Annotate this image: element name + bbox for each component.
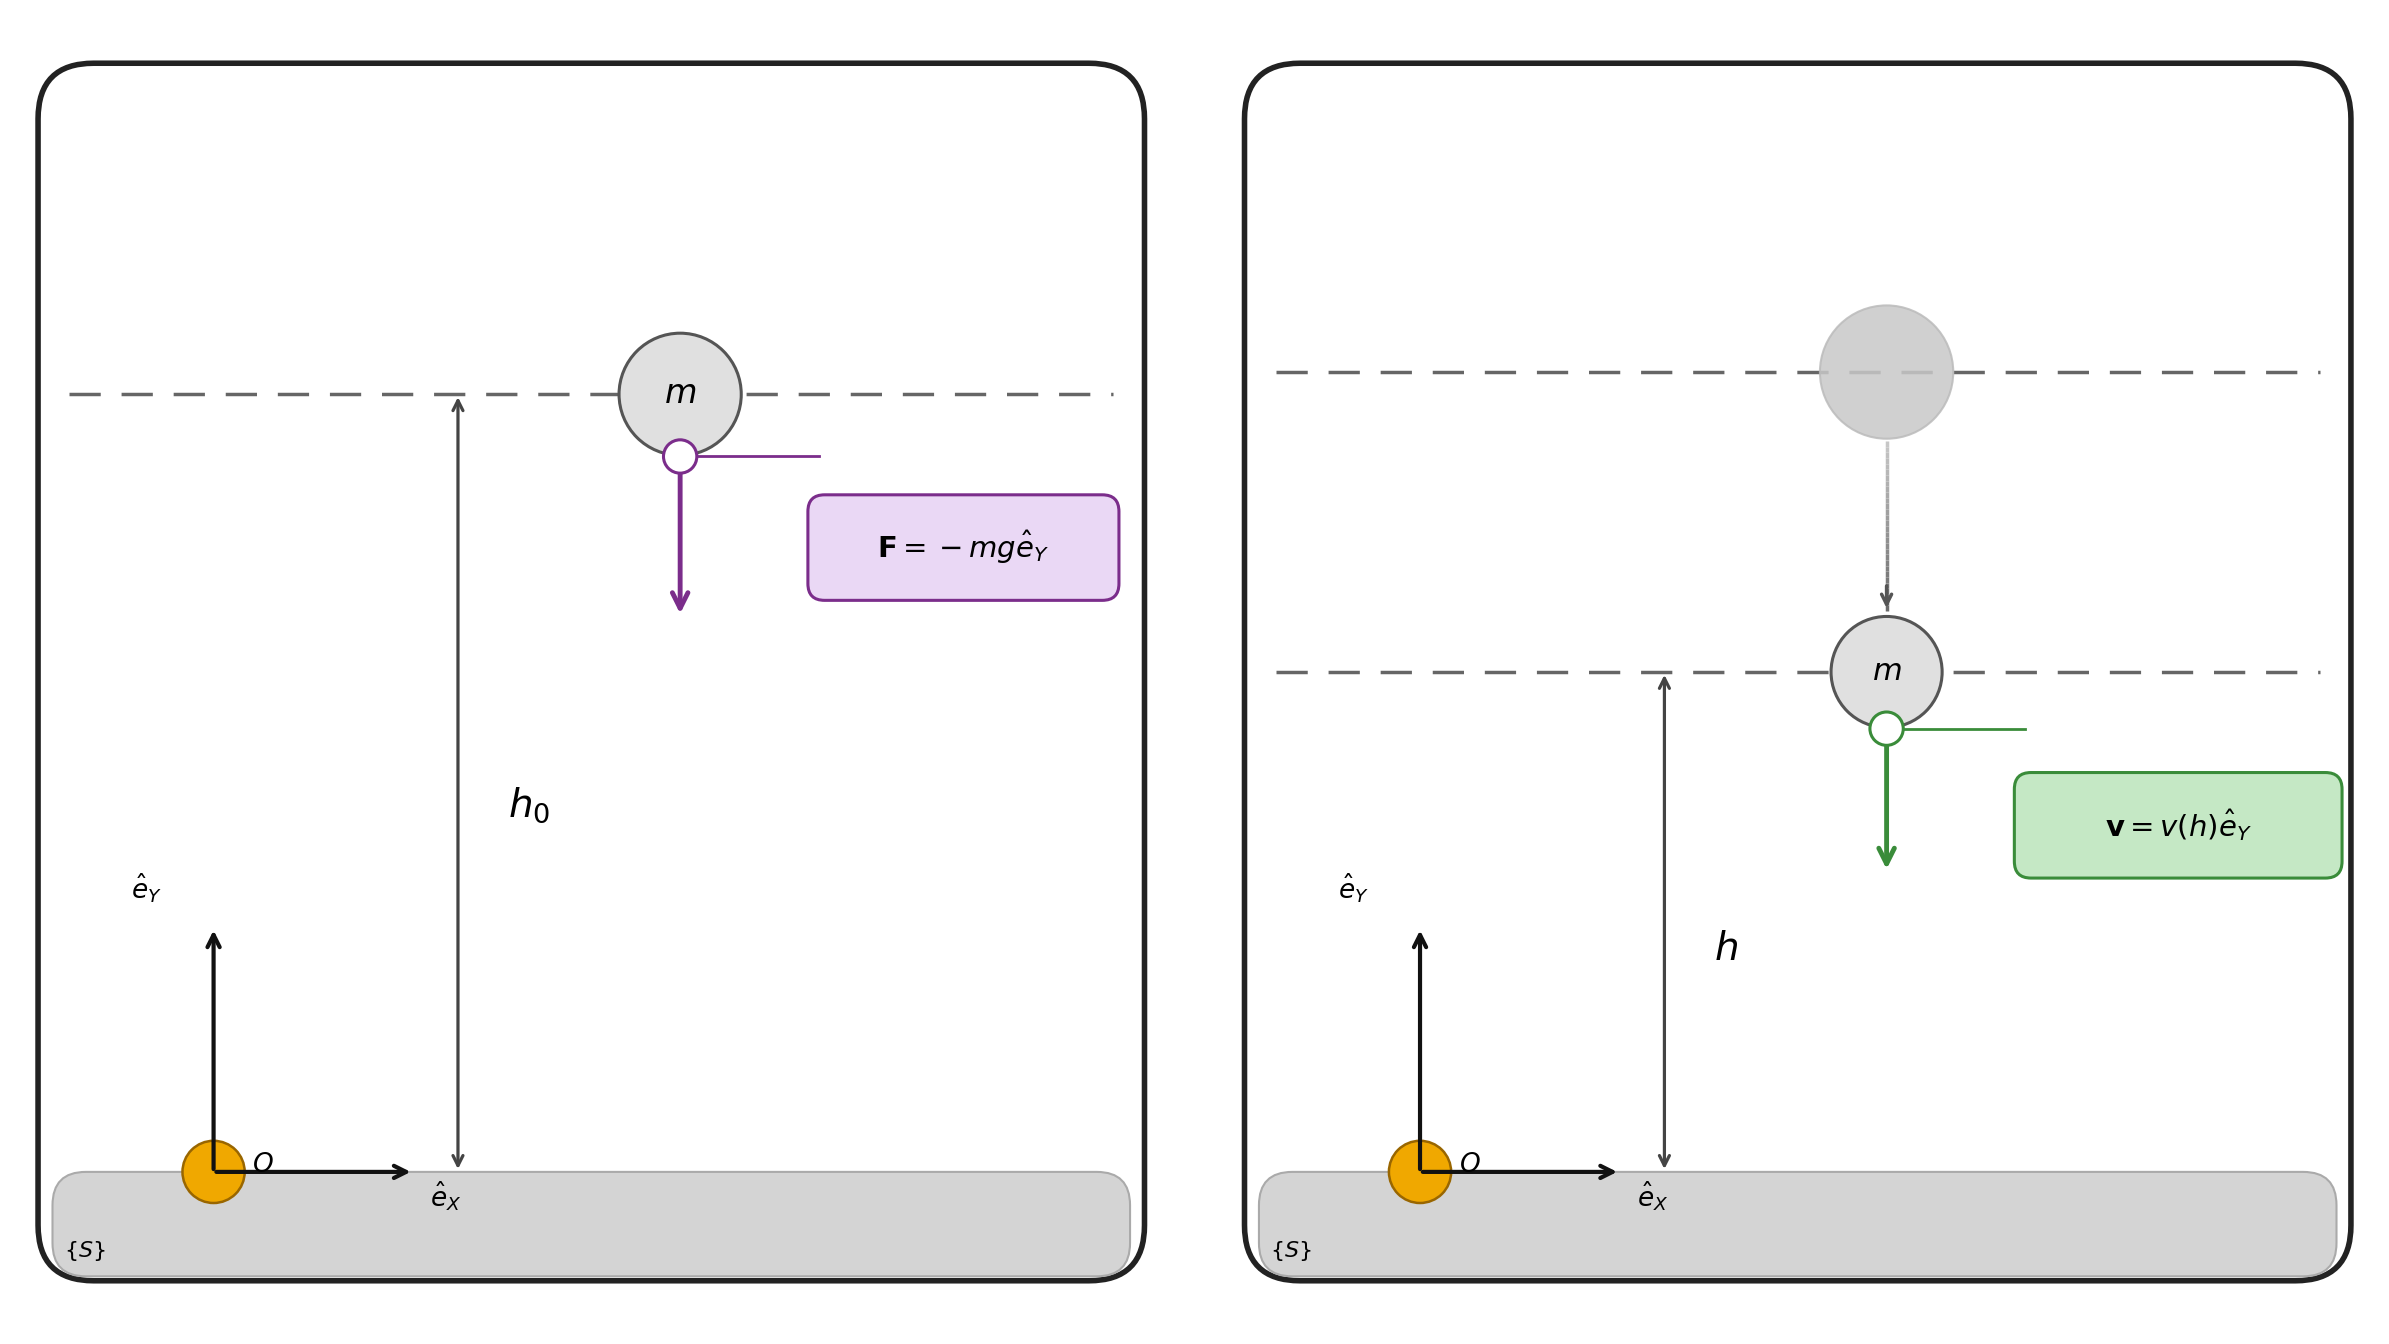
Text: $\hat{e}_Y$: $\hat{e}_Y$ xyxy=(1338,871,1369,906)
Text: $\{S\}$: $\{S\}$ xyxy=(1271,1239,1312,1263)
FancyBboxPatch shape xyxy=(38,63,1144,1281)
Text: $\hat{e}_X$: $\hat{e}_X$ xyxy=(1636,1180,1668,1214)
Text: $\mathbf{v} = v(h)\hat{e}_Y$: $\mathbf{v} = v(h)\hat{e}_Y$ xyxy=(2105,808,2253,843)
Circle shape xyxy=(1830,617,1942,727)
FancyBboxPatch shape xyxy=(807,495,1118,601)
Circle shape xyxy=(182,1141,244,1203)
FancyBboxPatch shape xyxy=(1259,1172,2336,1277)
Text: $\hat{e}_Y$: $\hat{e}_Y$ xyxy=(131,871,162,906)
Text: $\hat{e}_X$: $\hat{e}_X$ xyxy=(430,1180,461,1214)
FancyBboxPatch shape xyxy=(2014,773,2341,878)
Text: $O$: $O$ xyxy=(253,1152,275,1177)
Circle shape xyxy=(619,333,741,456)
Circle shape xyxy=(1388,1141,1450,1203)
Text: $h$: $h$ xyxy=(1715,931,1739,968)
Text: $m$: $m$ xyxy=(1871,656,1902,688)
FancyBboxPatch shape xyxy=(53,1172,1130,1277)
Text: $\{S\}$: $\{S\}$ xyxy=(65,1239,105,1263)
Text: $m$: $m$ xyxy=(664,378,695,410)
Text: $O$: $O$ xyxy=(1460,1152,1481,1177)
FancyBboxPatch shape xyxy=(1245,63,2351,1281)
Circle shape xyxy=(1820,305,1954,438)
Circle shape xyxy=(664,439,698,473)
Text: $h_0$: $h_0$ xyxy=(509,785,549,825)
Circle shape xyxy=(1871,712,1904,746)
Text: $\mathbf{F} = -mg\hat{e}_Y$: $\mathbf{F} = -mg\hat{e}_Y$ xyxy=(877,530,1049,566)
